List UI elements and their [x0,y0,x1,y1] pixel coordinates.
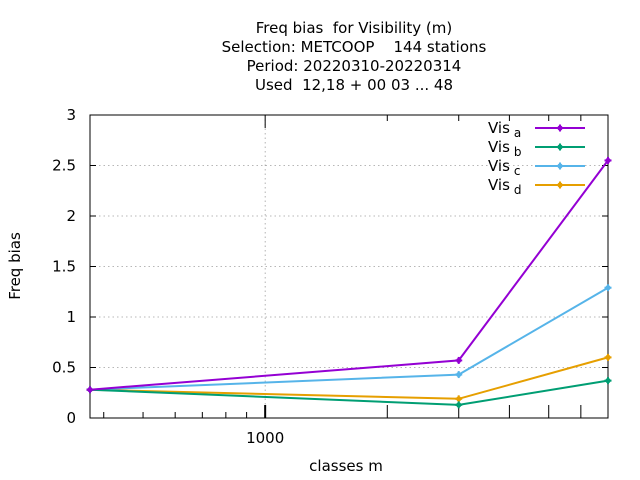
data-point [455,356,463,364]
data-point [604,156,612,164]
legend-label: Vis d [488,176,522,197]
legend-label-main: Vis [488,138,510,156]
marker-dot [557,182,563,188]
y-tick-label: 2 [66,207,76,225]
y-tick-label: 1.5 [52,258,76,276]
title-line-1: Freq bias for Visibility (m) [256,19,452,37]
legend-label-subscript: d [514,183,522,197]
grid [90,115,608,418]
legend-label: Vis a [488,119,521,140]
title-line-4: Used 12,18 + 00 03 ... 48 [255,76,453,94]
marker-dot [605,354,611,360]
legend-label-main: Vis [488,176,510,194]
marker-dot [456,402,462,408]
x-tick-label: 1000 [246,429,284,447]
legend-marker [556,143,564,151]
marker-dot [605,285,611,291]
legend-marker [556,181,564,189]
title-line-3: Period: 20220310-20220314 [247,57,462,75]
legend-label-subscript: c [514,164,521,178]
legend-label-subscript: b [514,145,522,159]
marker-dot [557,163,563,169]
legend-item-vis-a: Vis a [488,119,585,140]
y-tick-label: 3 [66,106,76,124]
y-axis-label: Freq bias [6,232,24,300]
y-tick-label: 2.5 [52,157,76,175]
legend-item-vis-c: Vis c [488,157,585,178]
y-tick-label: 0 [66,409,76,427]
marker-dot [557,144,563,150]
marker-dot [456,371,462,378]
marker-dot [557,125,563,131]
chart-title: Freq bias for Visibility (m)Selection: M… [222,19,487,94]
marker-dot [87,387,93,393]
legend-label: Vis c [488,157,521,178]
axis-ticks: 0 0.5 1 1.5 2 2.5 3 1000 [52,106,608,447]
series-vis-b [86,377,612,409]
data-point [604,284,612,292]
data-point [455,395,463,403]
data-point [86,386,94,394]
marker-dot [605,157,611,164]
legend-item-vis-b: Vis b [488,138,585,159]
legend-marker [556,124,564,132]
series-line [89,159,609,391]
legend-item-vis-d: Vis d [488,176,585,197]
data-point [604,353,612,361]
y-tick-label: 1 [66,308,76,326]
data-point [455,371,463,379]
legend-label-main: Vis [488,119,510,137]
marker-dot [605,378,611,384]
series-lines [86,156,612,409]
data-point [604,377,612,385]
title-line-2: Selection: METCOOP 144 stations [222,38,487,56]
legend-label-main: Vis [488,157,510,175]
data-point [455,401,463,409]
series-vis-c [86,284,612,394]
legend-marker [556,162,564,170]
series-line [89,286,609,391]
x-axis-label: classes m [309,457,383,475]
y-tick-label: 0.5 [52,359,76,377]
legend-label-subscript: a [514,126,521,140]
series-vis-a [86,156,612,394]
legend-label: Vis b [488,138,522,159]
marker-dot [456,396,462,402]
marker-dot [456,357,462,364]
